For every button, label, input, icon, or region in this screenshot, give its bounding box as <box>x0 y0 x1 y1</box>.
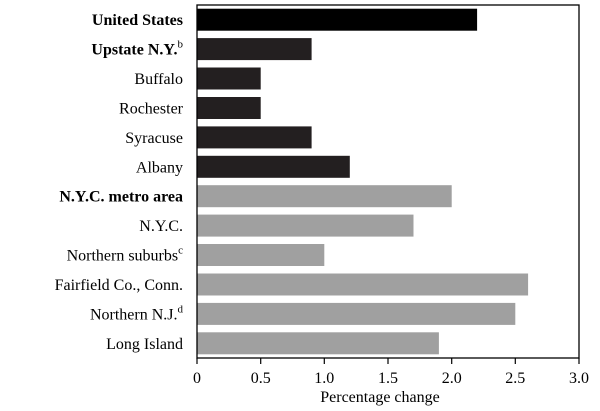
bar-0 <box>197 8 478 31</box>
category-label-6: N.Y.C. metro area <box>59 189 183 206</box>
category-label-2: Buffalo <box>134 71 183 88</box>
x-tick-label-1: 0.5 <box>251 370 271 387</box>
bar-4 <box>197 126 312 149</box>
category-label-7: N.Y.C. <box>139 218 183 235</box>
category-label-9: Fairfield Co., Conn. <box>55 277 183 294</box>
category-label-5: Albany <box>136 159 183 176</box>
x-tick-label-2: 1.0 <box>314 370 334 387</box>
x-tick-label-5: 2.5 <box>505 370 525 387</box>
bar-7 <box>197 214 414 237</box>
bar-2 <box>197 67 261 90</box>
plot-frame <box>196 4 580 359</box>
bars-group <box>197 8 529 355</box>
category-label-3: Rochester <box>119 101 184 118</box>
category-label-10: Northern N.J.d <box>90 303 184 323</box>
x-tick-label-3: 1.5 <box>378 370 398 387</box>
bar-5 <box>197 155 350 178</box>
bar-6 <box>197 185 452 208</box>
bar-11 <box>197 332 439 355</box>
x-axis-title: Percentage change <box>320 389 439 406</box>
x-tick-label-6: 3.0 <box>569 370 589 387</box>
bar-1 <box>197 38 312 61</box>
bar-9 <box>197 273 529 296</box>
bar-3 <box>197 97 261 119</box>
bar-8 <box>197 244 325 266</box>
x-tick-label-0: 0 <box>193 370 201 387</box>
x-axis-ticks: 0 0.5 1.0 1.5 2.0 2.5 3.0 <box>193 358 589 387</box>
category-labels: United States Upstate N.Y.b Buffalo Rochest… <box>55 12 184 353</box>
category-label-4: Syracuse <box>125 130 183 147</box>
category-label-11: Long Island <box>106 336 183 353</box>
bar-10 <box>197 302 516 325</box>
category-label-1: Upstate N.Y.b <box>91 39 183 59</box>
category-label-8: Northern suburbsc <box>67 245 184 265</box>
category-label-0: United States <box>92 12 183 29</box>
x-tick-label-4: 2.0 <box>442 370 462 387</box>
